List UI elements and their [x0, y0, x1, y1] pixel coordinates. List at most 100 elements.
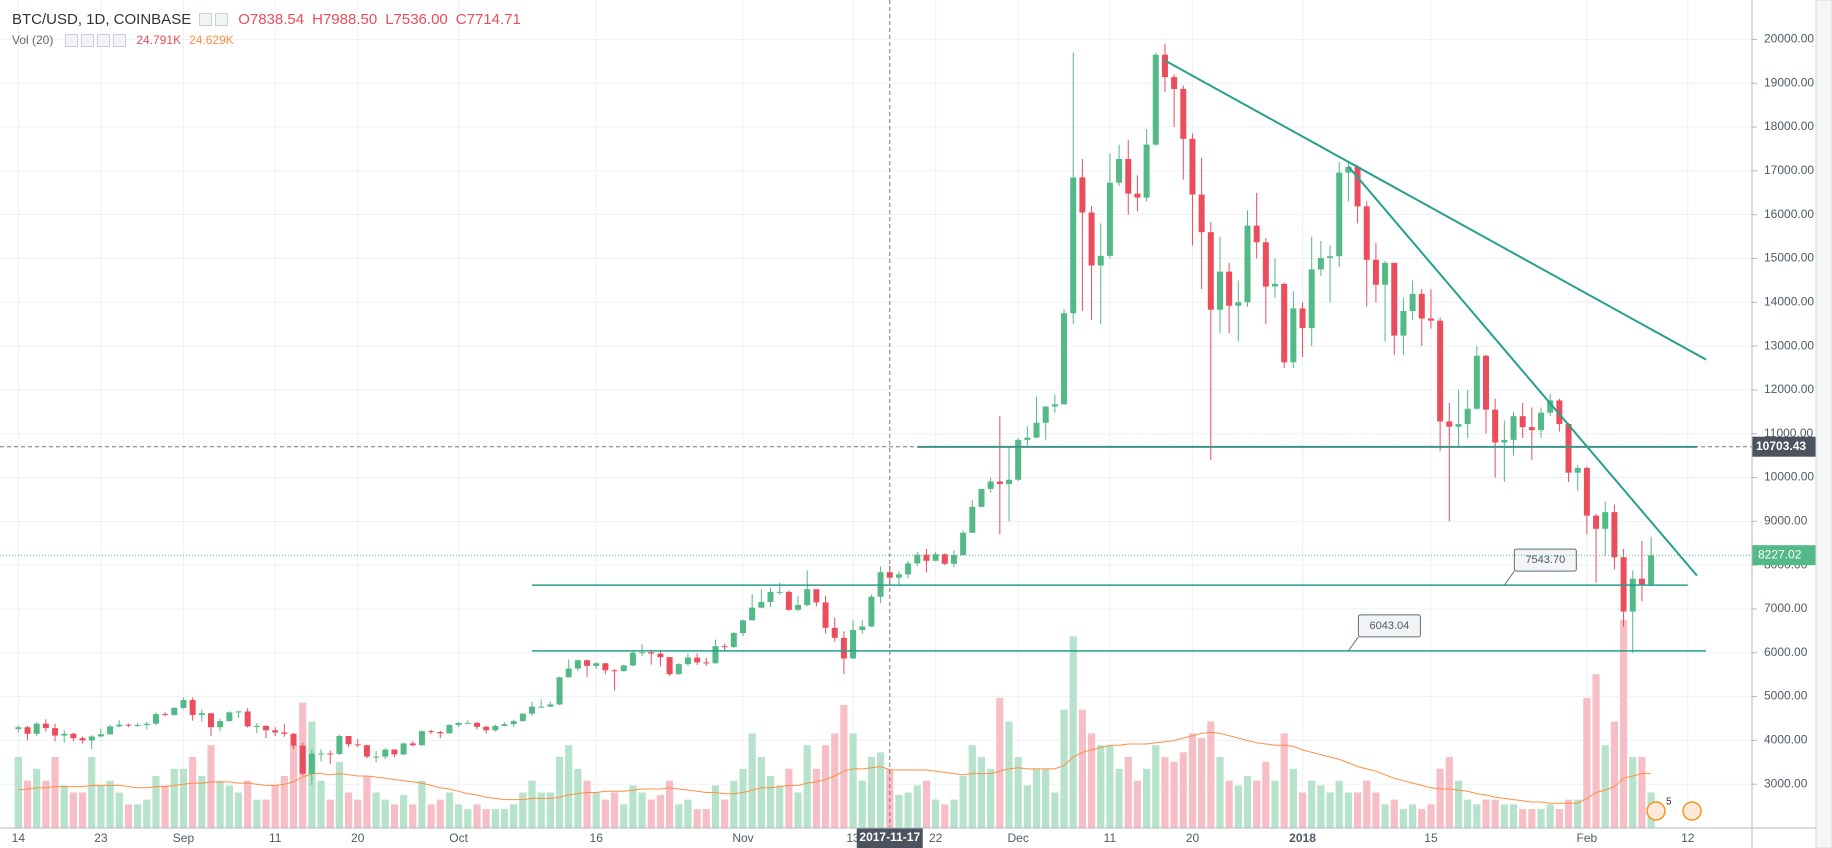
y-tick-label: 11000.00	[1764, 426, 1813, 440]
volume-bar	[464, 809, 472, 828]
candle-body	[88, 736, 95, 741]
volume-bar	[1353, 792, 1362, 828]
volume-bar	[987, 768, 995, 828]
candle-body	[363, 745, 370, 757]
candle-body	[850, 629, 857, 659]
candle-body	[152, 714, 159, 724]
candle-body	[253, 725, 260, 727]
x-tick-label: 22	[929, 831, 943, 845]
candle-body	[1372, 259, 1379, 285]
volume-bar	[1601, 745, 1609, 828]
volume-bar	[97, 785, 105, 828]
candle-body	[354, 744, 361, 746]
candle-body	[1042, 406, 1049, 423]
candle-body	[345, 736, 352, 745]
settings-icon[interactable]	[199, 12, 213, 26]
volume-bar	[1482, 799, 1490, 828]
volume-bar	[1610, 721, 1619, 828]
crosshair-date-label: 2017-11-17	[859, 830, 920, 844]
candle-body	[1006, 479, 1013, 485]
candle-body	[1308, 269, 1315, 329]
candle-body	[180, 700, 187, 708]
candle-body	[418, 731, 425, 746]
candle-body	[629, 652, 636, 666]
volume-bar	[60, 785, 68, 828]
y-tick-label: 20000.00	[1764, 32, 1814, 46]
volume-bar	[1133, 780, 1142, 828]
volume-bar	[1243, 775, 1252, 828]
volume-bar	[647, 799, 655, 828]
volume-bar	[656, 794, 665, 828]
symbol-row: BTC/USD, 1D, COINBASE O 7838.54 H 7988.50 L 7…	[12, 8, 529, 30]
volume-icon[interactable]	[65, 33, 79, 47]
candle-body	[584, 660, 591, 666]
candle-body	[428, 731, 435, 733]
x-tick-label: 11	[269, 831, 282, 845]
volume-bar	[895, 794, 903, 828]
candle-body	[932, 554, 939, 561]
volume-bar	[179, 768, 188, 828]
volume-bar	[1629, 757, 1637, 828]
volume-bar	[730, 780, 738, 828]
volume-bar	[1564, 799, 1573, 828]
volume-bar	[840, 704, 848, 828]
candle-body	[61, 733, 68, 736]
volume-bar	[638, 792, 646, 828]
y-tick-label: 12000.00	[1764, 382, 1814, 396]
volume-bar	[381, 799, 389, 828]
candle-body	[739, 620, 746, 634]
volume-bar	[996, 697, 1004, 828]
candle-body	[391, 749, 398, 755]
candle-body	[272, 730, 279, 733]
volume-bar	[1152, 745, 1160, 828]
volume-bar	[1198, 738, 1206, 828]
volume-bar	[1289, 768, 1297, 828]
volume-icon[interactable]	[97, 33, 111, 47]
callout-label: 7543.70	[1525, 554, 1565, 566]
volume-bar	[1528, 809, 1536, 828]
candle-body	[795, 605, 802, 610]
y-tick-label: 18000.00	[1764, 119, 1814, 133]
candle-body	[400, 743, 407, 755]
volume-bar	[794, 792, 802, 828]
candle-body	[1244, 225, 1251, 303]
volume-bar	[317, 780, 325, 828]
volume-bar	[1427, 804, 1435, 828]
candle-body	[1299, 308, 1306, 329]
y-tick-label: 4000.00	[1764, 733, 1808, 747]
y-tick-label: 3000.00	[1764, 776, 1808, 790]
callout-box	[1357, 614, 1421, 638]
candle-body	[675, 664, 682, 675]
candle-body	[1015, 439, 1022, 480]
candle-body	[510, 721, 517, 725]
volume-bar	[959, 775, 967, 828]
candle-body	[107, 726, 114, 735]
side-panel	[1815, 0, 1832, 848]
candle-body	[1391, 262, 1398, 336]
candle-body	[1354, 166, 1361, 207]
volume-bar	[344, 792, 353, 828]
candle-body	[1547, 400, 1554, 413]
volume-icon[interactable]	[81, 33, 95, 47]
last-price-tag	[1752, 545, 1816, 566]
callout-label: 6043.04	[1370, 620, 1410, 632]
candle-body	[1528, 427, 1535, 431]
volume-name: Vol (20)	[12, 33, 54, 47]
crosshair-layer	[0, 0, 1752, 828]
volume-bar	[565, 745, 573, 828]
y-tick-label: 9000.00	[1764, 514, 1808, 528]
candles-layer	[15, 43, 1655, 786]
candle-body	[1207, 232, 1214, 310]
candle-body	[226, 712, 233, 722]
candle-body	[666, 657, 673, 675]
grid-layer	[0, 0, 1752, 828]
candle-body	[1262, 242, 1269, 287]
volume-bar	[1592, 674, 1600, 828]
candle-body	[1088, 212, 1095, 266]
candle-body	[1602, 512, 1609, 529]
candle-body	[620, 665, 627, 672]
candle-body	[868, 596, 875, 627]
volume-icon[interactable]	[113, 33, 127, 47]
candle-body	[299, 745, 306, 774]
settings-icon[interactable]	[215, 12, 229, 26]
